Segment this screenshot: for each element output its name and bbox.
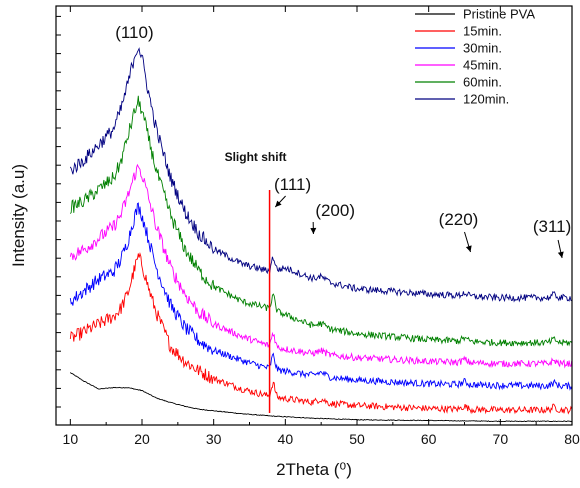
- legend: Pristine PVA 15min. 30min. 45min. 60min. 120m…: [415, 7, 535, 107]
- peak-label: (311): [533, 217, 571, 236]
- x-tick-label: 10: [63, 431, 79, 447]
- peak-label: (111): [274, 175, 311, 194]
- legend-label: 30min.: [463, 41, 502, 56]
- series-line-0: [70, 372, 572, 423]
- x-tick-label: 60: [421, 431, 437, 447]
- annotation-arrowhead: [557, 251, 564, 258]
- axis-ticks: 10 20 30 40 50 60 70 80: [56, 6, 580, 447]
- x-tick-label: 80: [564, 431, 580, 447]
- peak-label: (110): [115, 23, 153, 42]
- legend-label: 60min.: [463, 75, 502, 90]
- legend-label: 120min.: [463, 92, 509, 107]
- peak-label: (220): [439, 210, 479, 229]
- peak-arrows: [274, 195, 564, 259]
- x-tick-label: 40: [278, 431, 294, 447]
- peak-annotations: (110) (111)(200) (220) (311) Slight shift: [115, 23, 571, 236]
- legend-label: Pristine PVA: [463, 7, 535, 22]
- x-axis-title: 2Theta (⁰): [276, 460, 352, 479]
- y-axis-title: Intensity (a.u): [9, 164, 28, 267]
- x-tick-label: 70: [493, 431, 509, 447]
- series-layer: [69, 47, 573, 423]
- slight-shift-label: Slight shift: [225, 150, 287, 164]
- annotation-arrowhead: [310, 227, 317, 234]
- x-tick-label: 50: [349, 431, 365, 447]
- x-tick-label: 20: [134, 431, 150, 447]
- annotation-arrowhead: [465, 245, 472, 252]
- legend-label: 45min.: [463, 58, 502, 73]
- annotation-arrowhead: [275, 200, 282, 207]
- peak-label: (200): [315, 201, 355, 220]
- series-line-2: [69, 202, 573, 391]
- x-tick-label: 30: [206, 431, 222, 447]
- series-line-4: [69, 95, 573, 348]
- series-line-5: [69, 47, 572, 303]
- legend-label: 15min.: [463, 24, 502, 39]
- series-line-1: [69, 251, 573, 415]
- plot-frame: [55, 5, 573, 426]
- series-line-3: [69, 163, 573, 369]
